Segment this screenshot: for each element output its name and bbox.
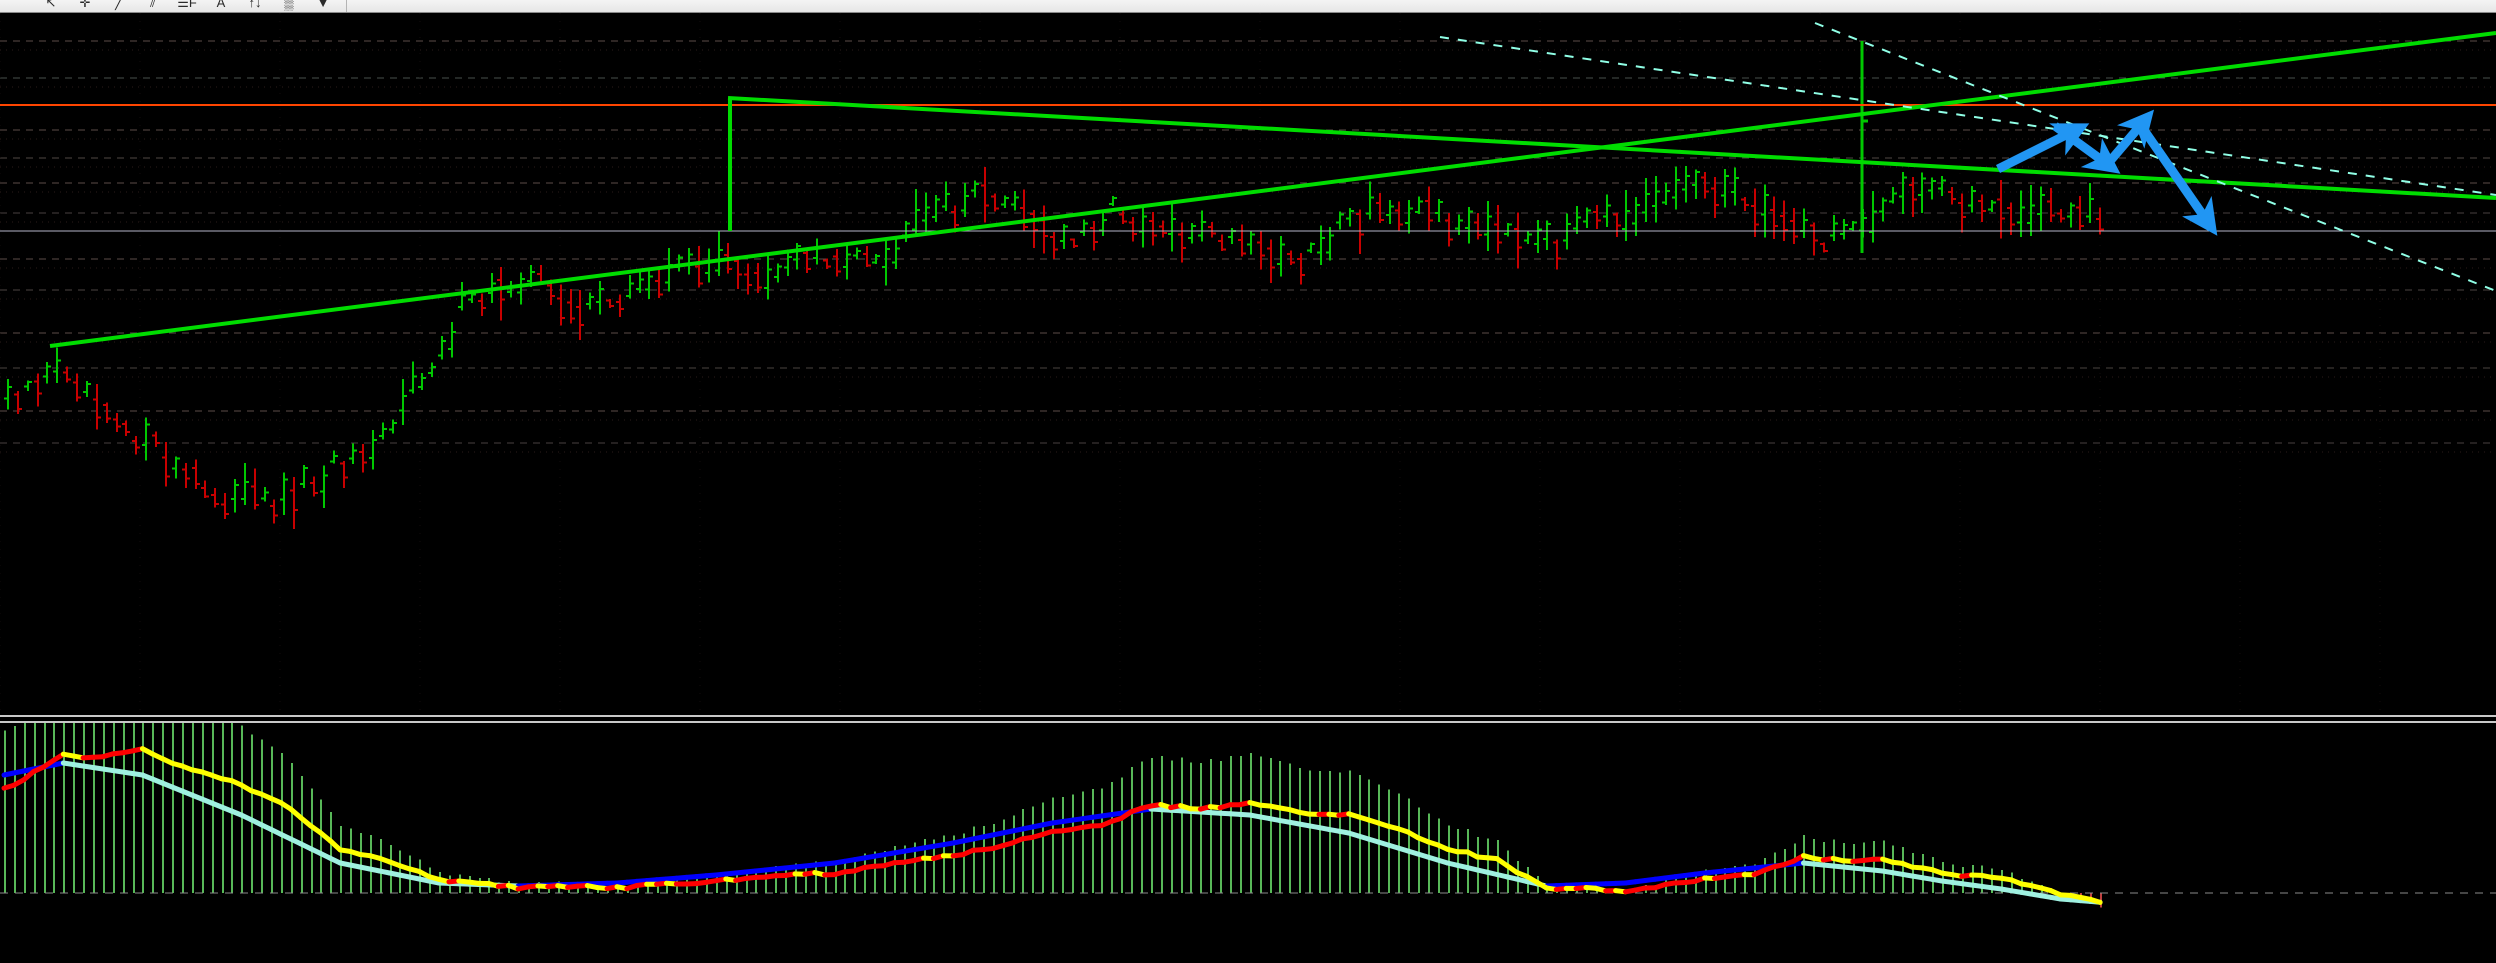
price-level-lines [0,104,2496,232]
toolbar-button-group[interactable]: ↖ ✛ ╱ ⫽ ☰F A ↑↓ ▒ ▼ [0,0,353,12]
forecast-zigzag-arrows[interactable] [1995,109,2218,236]
arrow-up-2[interactable] [2101,109,2155,170]
cursor-glyph: ↖ [45,0,57,10]
crosshair-tool-icon[interactable]: ✛ [68,0,102,12]
arrow-down-2[interactable] [2133,117,2218,236]
toolbar-dropdown-icon[interactable]: ▼ [306,0,340,12]
ohlc-bars [4,41,2104,529]
macd-signal-line [1,746,2103,905]
macd-indicator-pane[interactable] [0,723,2496,963]
macd-svg[interactable] [0,723,2496,963]
trendline-tool-icon[interactable]: ╱ [102,0,136,12]
channel-glyph: ⫽ [150,0,156,10]
macd-histogram [4,723,2102,908]
arrow-up-1[interactable] [1995,123,2090,174]
descending-resistance-line[interactable] [727,96,2496,200]
toolbar-separator [346,0,347,12]
chevron-down-glyph: ▼ [316,0,330,10]
grid-tool-icon[interactable]: ▒ [272,0,306,12]
descending-channel-lower[interactable] [1814,22,2496,292]
crosshair-glyph: ✛ [79,0,91,10]
arrows-tool-icon[interactable]: ↑↓ [238,0,272,12]
price-gridlines [0,13,2496,715]
price-chart-pane[interactable] [0,13,2496,715]
cursor-tool-icon[interactable]: ↖ [34,0,68,12]
text-tool-icon[interactable]: A [204,0,238,12]
grid-glyph: ▒ [284,0,294,10]
fibonacci-tool-icon[interactable]: ☰F [170,0,204,12]
arrow-down-1[interactable] [2052,122,2121,174]
price-chart-svg[interactable] [0,13,2496,715]
ascending-support-line[interactable] [49,31,2496,348]
arrows-glyph: ↑↓ [248,0,262,10]
fibonacci-glyph: ☰F [177,0,197,10]
text-glyph: A [216,0,226,10]
chart-toolbar[interactable]: ↖ ✛ ╱ ⫽ ☰F A ↑↓ ▒ ▼ [0,0,2496,13]
trendlines[interactable] [49,22,2496,348]
trendline-glyph: ╱ [115,0,123,10]
macd-main-line [1,760,2103,905]
pane-divider[interactable] [0,715,2496,723]
channel-tool-icon[interactable]: ⫽ [136,0,170,12]
descending-channel-upper[interactable] [1439,36,2496,196]
